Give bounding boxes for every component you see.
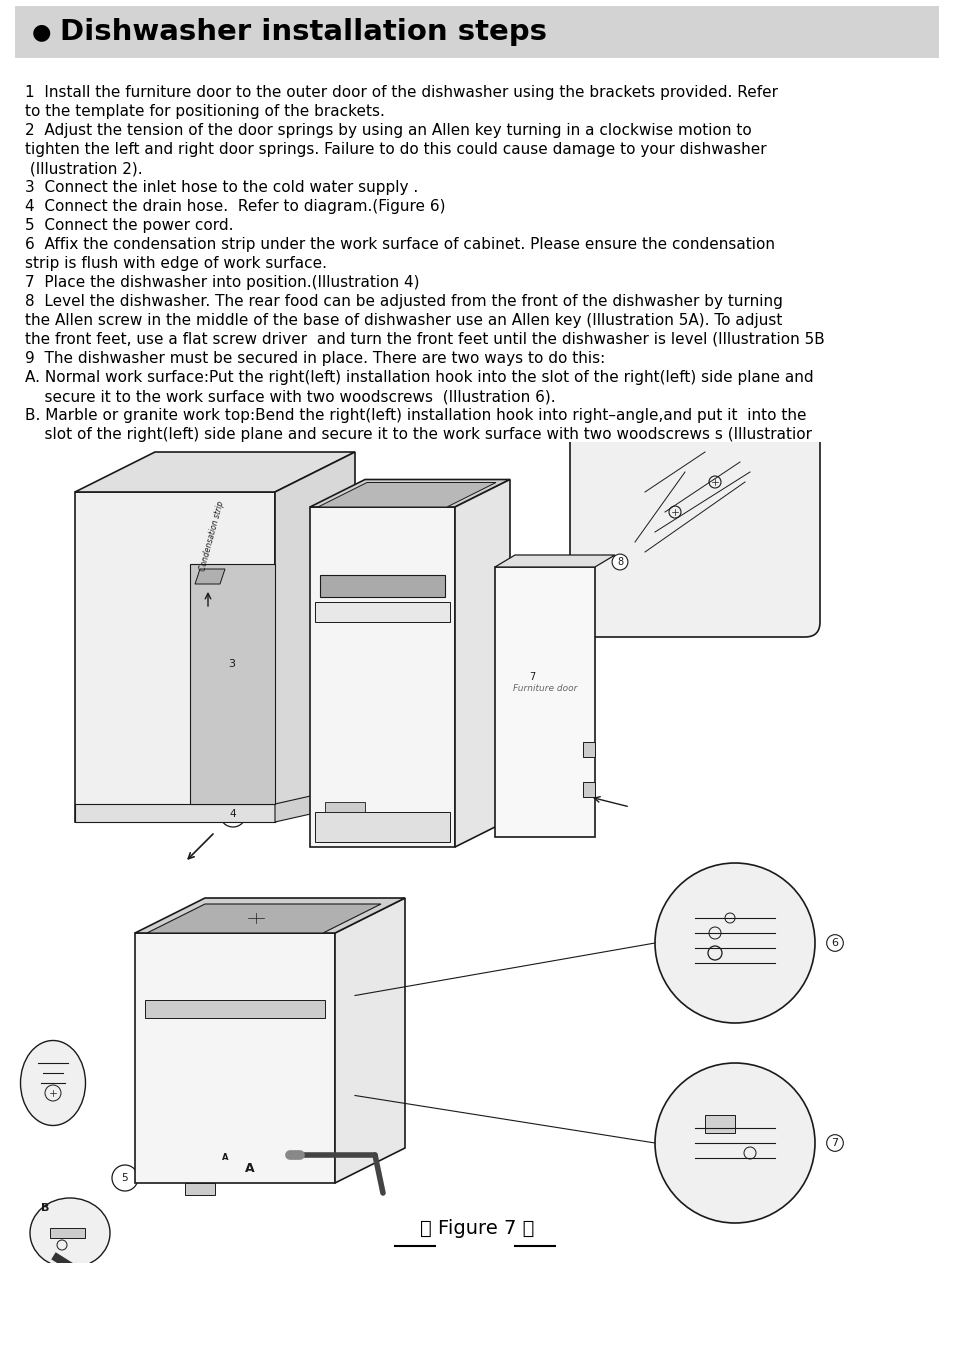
Text: B. Marble or granite work top:Bend the right(left) installation hook into right–: B. Marble or granite work top:Bend the r…: [25, 408, 805, 423]
Text: strip is flush with edge of work surface.: strip is flush with edge of work surface…: [25, 255, 327, 272]
Polygon shape: [317, 482, 496, 507]
Text: (Illustration 2).: (Illustration 2).: [25, 161, 143, 176]
Text: 9  The dishwasher must be secured in place. There are two ways to do this:: 9 The dishwasher must be secured in plac…: [25, 351, 604, 366]
Polygon shape: [310, 507, 455, 847]
Polygon shape: [582, 782, 595, 797]
Polygon shape: [314, 812, 450, 842]
Text: tighten the left and right door springs. Failure to do this could cause damage t: tighten the left and right door springs.…: [25, 142, 766, 157]
Polygon shape: [185, 1183, 214, 1196]
Text: 3  Connect the inlet hose to the cold water supply .: 3 Connect the inlet hose to the cold wat…: [25, 180, 417, 195]
Polygon shape: [274, 453, 355, 821]
Polygon shape: [335, 898, 405, 1183]
Text: 【 Figure 7 】: 【 Figure 7 】: [419, 1219, 534, 1238]
Text: 8  Level the dishwasher. The rear food can be adjusted from the front of the dis: 8 Level the dishwasher. The rear food ca…: [25, 295, 782, 309]
Text: to the template for positioning of the brackets.: to the template for positioning of the b…: [25, 104, 384, 119]
Text: 1  Install the furniture door to the outer door of the dishwasher using the brac: 1 Install the furniture door to the oute…: [25, 85, 778, 100]
Circle shape: [655, 863, 814, 1023]
Text: A. Normal work surface:Put the right(left) installation hook into the slot of th: A. Normal work surface:Put the right(lef…: [25, 370, 813, 385]
Polygon shape: [135, 934, 335, 1183]
Circle shape: [519, 665, 543, 689]
Polygon shape: [582, 742, 595, 757]
Text: Condensation strip: Condensation strip: [198, 500, 226, 571]
Text: A: A: [221, 1154, 228, 1162]
Text: 4: 4: [230, 809, 236, 819]
Polygon shape: [455, 480, 510, 847]
FancyBboxPatch shape: [15, 5, 938, 58]
Circle shape: [218, 650, 246, 678]
Circle shape: [209, 1142, 241, 1174]
Polygon shape: [314, 603, 450, 621]
Text: B: B: [41, 1202, 50, 1213]
Text: secure it to the work surface with two woodscrews  (Illustration 6).: secure it to the work surface with two w…: [25, 389, 555, 404]
Text: 6: 6: [831, 938, 838, 948]
Ellipse shape: [20, 1040, 86, 1125]
Text: 4  Connect the drain hose.  Refer to diagram.(Figure 6): 4 Connect the drain hose. Refer to diagr…: [25, 199, 445, 213]
Text: 7: 7: [831, 1138, 838, 1148]
Circle shape: [112, 1165, 138, 1192]
Text: the Allen screw in the middle of the base of dishwasher use an Allen key (Illust: the Allen screw in the middle of the bas…: [25, 313, 781, 328]
Polygon shape: [310, 480, 510, 507]
Polygon shape: [495, 555, 615, 567]
Text: A: A: [245, 1162, 254, 1174]
Text: 7: 7: [528, 671, 535, 682]
Polygon shape: [50, 1228, 85, 1238]
Text: the front feet, use a flat screw driver  and turn the front feet until the dishw: the front feet, use a flat screw driver …: [25, 332, 824, 347]
Ellipse shape: [30, 1198, 110, 1269]
Polygon shape: [75, 492, 274, 821]
Polygon shape: [75, 804, 274, 821]
Polygon shape: [135, 898, 405, 934]
Text: 5: 5: [122, 1173, 128, 1183]
FancyBboxPatch shape: [704, 1115, 734, 1133]
Polygon shape: [325, 802, 365, 812]
Polygon shape: [147, 904, 380, 934]
Polygon shape: [319, 576, 444, 597]
Text: 5  Connect the power cord.: 5 Connect the power cord.: [25, 218, 233, 232]
Text: ●: ●: [32, 22, 51, 42]
Text: 2  Adjust the tension of the door springs by using an Allen key turning in a clo: 2 Adjust the tension of the door springs…: [25, 123, 751, 138]
Text: 8: 8: [617, 557, 622, 567]
FancyBboxPatch shape: [569, 407, 820, 638]
Polygon shape: [274, 794, 314, 821]
Circle shape: [655, 1063, 814, 1223]
Text: 7  Place the dishwasher into position.(Illustration 4): 7 Place the dishwasher into position.(Il…: [25, 276, 419, 290]
Circle shape: [220, 801, 246, 827]
Text: slot of the right(left) side plane and secure it to the work surface with two wo: slot of the right(left) side plane and s…: [25, 427, 811, 442]
Polygon shape: [190, 563, 274, 804]
Text: Furniture door: Furniture door: [513, 684, 577, 693]
Polygon shape: [75, 453, 355, 492]
Text: 3: 3: [229, 659, 235, 669]
Polygon shape: [495, 567, 595, 838]
Polygon shape: [194, 569, 225, 584]
Text: Dishwasher installation steps: Dishwasher installation steps: [60, 18, 546, 46]
Text: 6  Affix the condensation strip under the work surface of cabinet. Please ensure: 6 Affix the condensation strip under the…: [25, 236, 774, 253]
Polygon shape: [145, 1000, 325, 1019]
